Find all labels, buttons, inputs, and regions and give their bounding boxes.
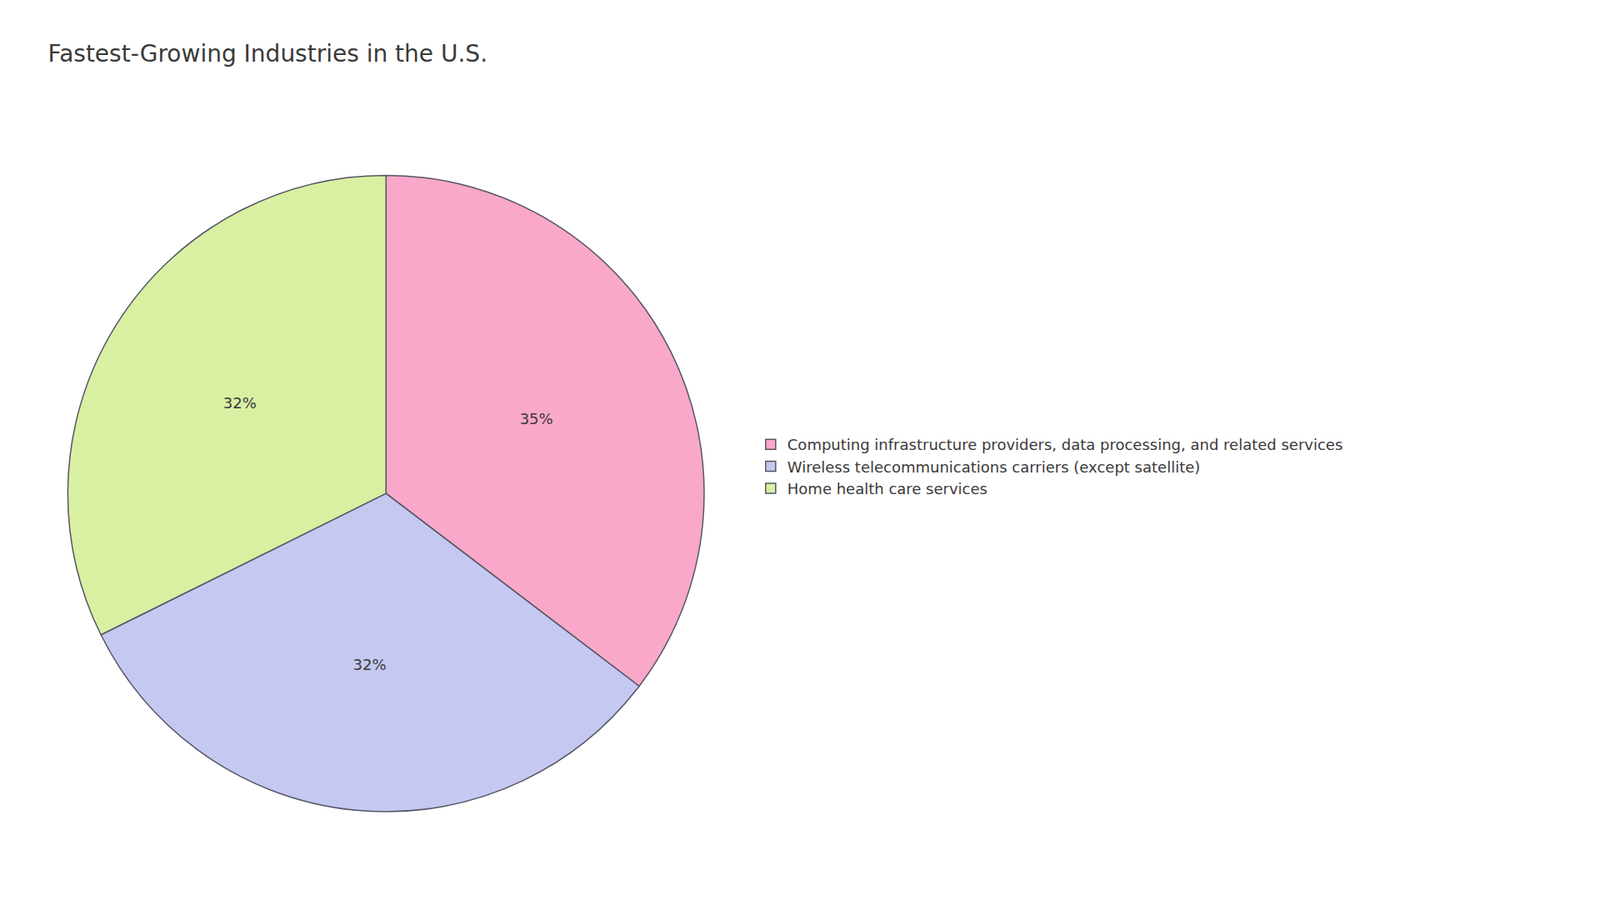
svg-text:32%: 32% [223,394,257,412]
svg-text:Computing infrastructure provi: Computing infrastructure providers, data… [787,435,1344,454]
svg-text:Wireless telecommunications ca: Wireless telecommunications carriers (ex… [787,458,1201,476]
svg-text:32%: 32% [353,655,387,674]
svg-text:Fastest-Growing Industries in: Fastest-Growing Industries in the U.S. [48,40,488,68]
svg-text:Home health care services: Home health care services [787,480,988,498]
svg-text:35%: 35% [520,410,554,428]
